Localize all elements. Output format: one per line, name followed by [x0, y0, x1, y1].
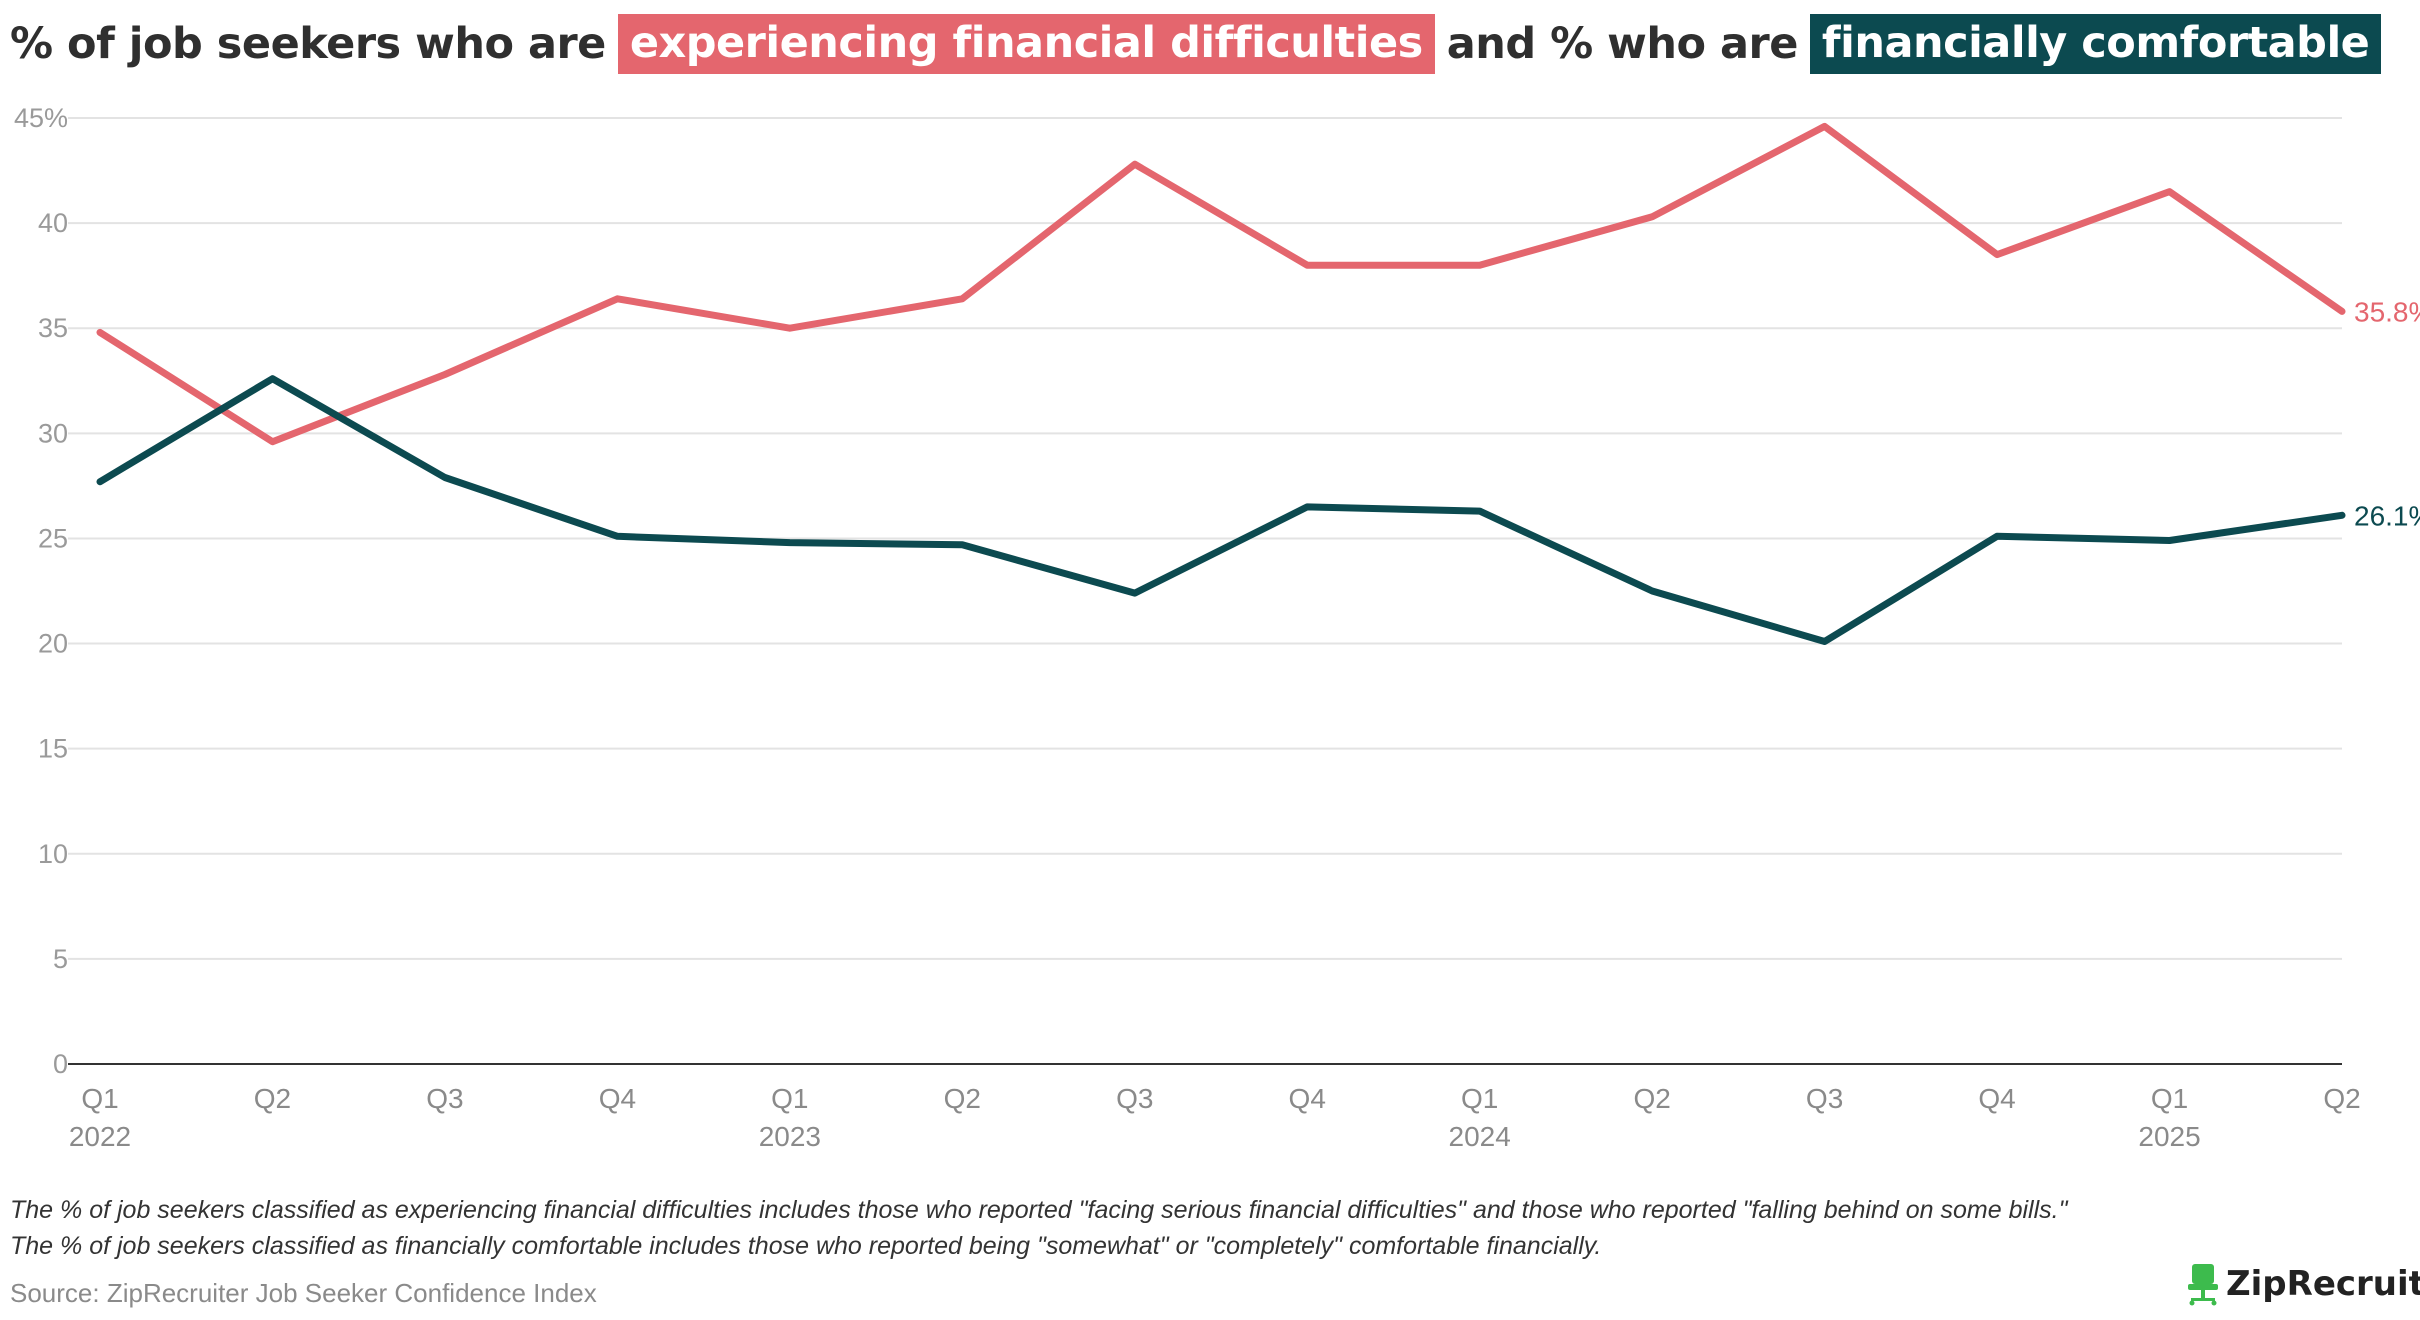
x-tick-label-10: Q3: [1806, 1083, 1843, 1114]
footnote-comfortable: The % of job seekers classified as finan…: [10, 1232, 1602, 1260]
end-label-1: 26.1%: [2354, 500, 2420, 531]
y-tick-label-20: 20: [38, 629, 68, 659]
y-tick-label-40: 40: [38, 208, 68, 238]
x-tick-label-2: Q3: [426, 1083, 463, 1114]
x-tick-label-5: Q2: [944, 1083, 981, 1114]
y-tick-label-30: 30: [38, 418, 68, 448]
y-tick-label-5: 5: [53, 944, 68, 974]
x-tick-label-11: Q4: [1978, 1083, 2015, 1114]
x-year-label-2023: 2023: [759, 1121, 821, 1152]
x-axis: Q1 Q2 Q3 Q4 Q1 Q2 Q3 Q4 Q1 Q2 Q3 Q4 Q1 Q2 2022 2023 2024…: [68, 1063, 2361, 1152]
x-tick-label-1: Q2: [254, 1083, 291, 1114]
x-tick-label-0: Q1: [81, 1083, 118, 1114]
x-tick-label-9: Q2: [1633, 1083, 1670, 1114]
end-labels: 35.8% 26.1%: [2354, 296, 2420, 531]
y-tick-label-25: 25: [38, 523, 68, 553]
title-part-1: % of job seekers who are: [10, 19, 606, 69]
y-tick-label-45: 45%: [14, 103, 68, 133]
x-tick-label-8: Q1: [1461, 1083, 1498, 1114]
x-tick-label-4: Q1: [771, 1083, 808, 1114]
source-text: Source: ZipRecruiter Job Seeker Confiden…: [10, 1278, 597, 1308]
end-label-0: 35.8%: [2354, 296, 2420, 327]
series-line-1: [96, 375, 2346, 645]
y-tick-label-10: 10: [38, 839, 68, 869]
y-tick-label-35: 35: [38, 313, 68, 343]
chart-title: % of job seekers who are experiencing fi…: [10, 6, 2382, 82]
footnote-difficulties: The % of job seekers classified as exper…: [10, 1196, 2068, 1224]
logo-text: ZipRecruiter: [2226, 1264, 2420, 1304]
chair-icon: [2188, 1264, 2218, 1306]
y-tick-label-0: 0: [53, 1049, 68, 1079]
y-axis: 0 5 10 15 20 25 30 35 40 45%: [14, 103, 68, 1079]
series-lines: [96, 122, 2346, 645]
series-line-0: [96, 122, 2346, 446]
x-tick-label-3: Q4: [599, 1083, 636, 1114]
x-tick-label-6: Q3: [1116, 1083, 1153, 1114]
ziprecruiter-logo: ZipRecruiter®: [2186, 1262, 2420, 1306]
x-tick-label-12: Q1: [2151, 1083, 2188, 1114]
title-highlight-comfortable: financially comfortable: [1809, 14, 2382, 74]
x-year-label-2022: 2022: [69, 1121, 131, 1152]
gridlines: [68, 117, 2342, 960]
x-year-label-2025: 2025: [2138, 1121, 2200, 1152]
x-tick-label-7: Q4: [1289, 1083, 1326, 1114]
title-highlight-difficulties: experiencing financial difficulties: [617, 14, 1435, 74]
x-year-label-2024: 2024: [1449, 1121, 1511, 1152]
x-tick-label-13: Q2: [2323, 1083, 2360, 1114]
title-part-2: and % who are: [1446, 19, 1799, 69]
y-tick-label-15: 15: [38, 734, 68, 764]
